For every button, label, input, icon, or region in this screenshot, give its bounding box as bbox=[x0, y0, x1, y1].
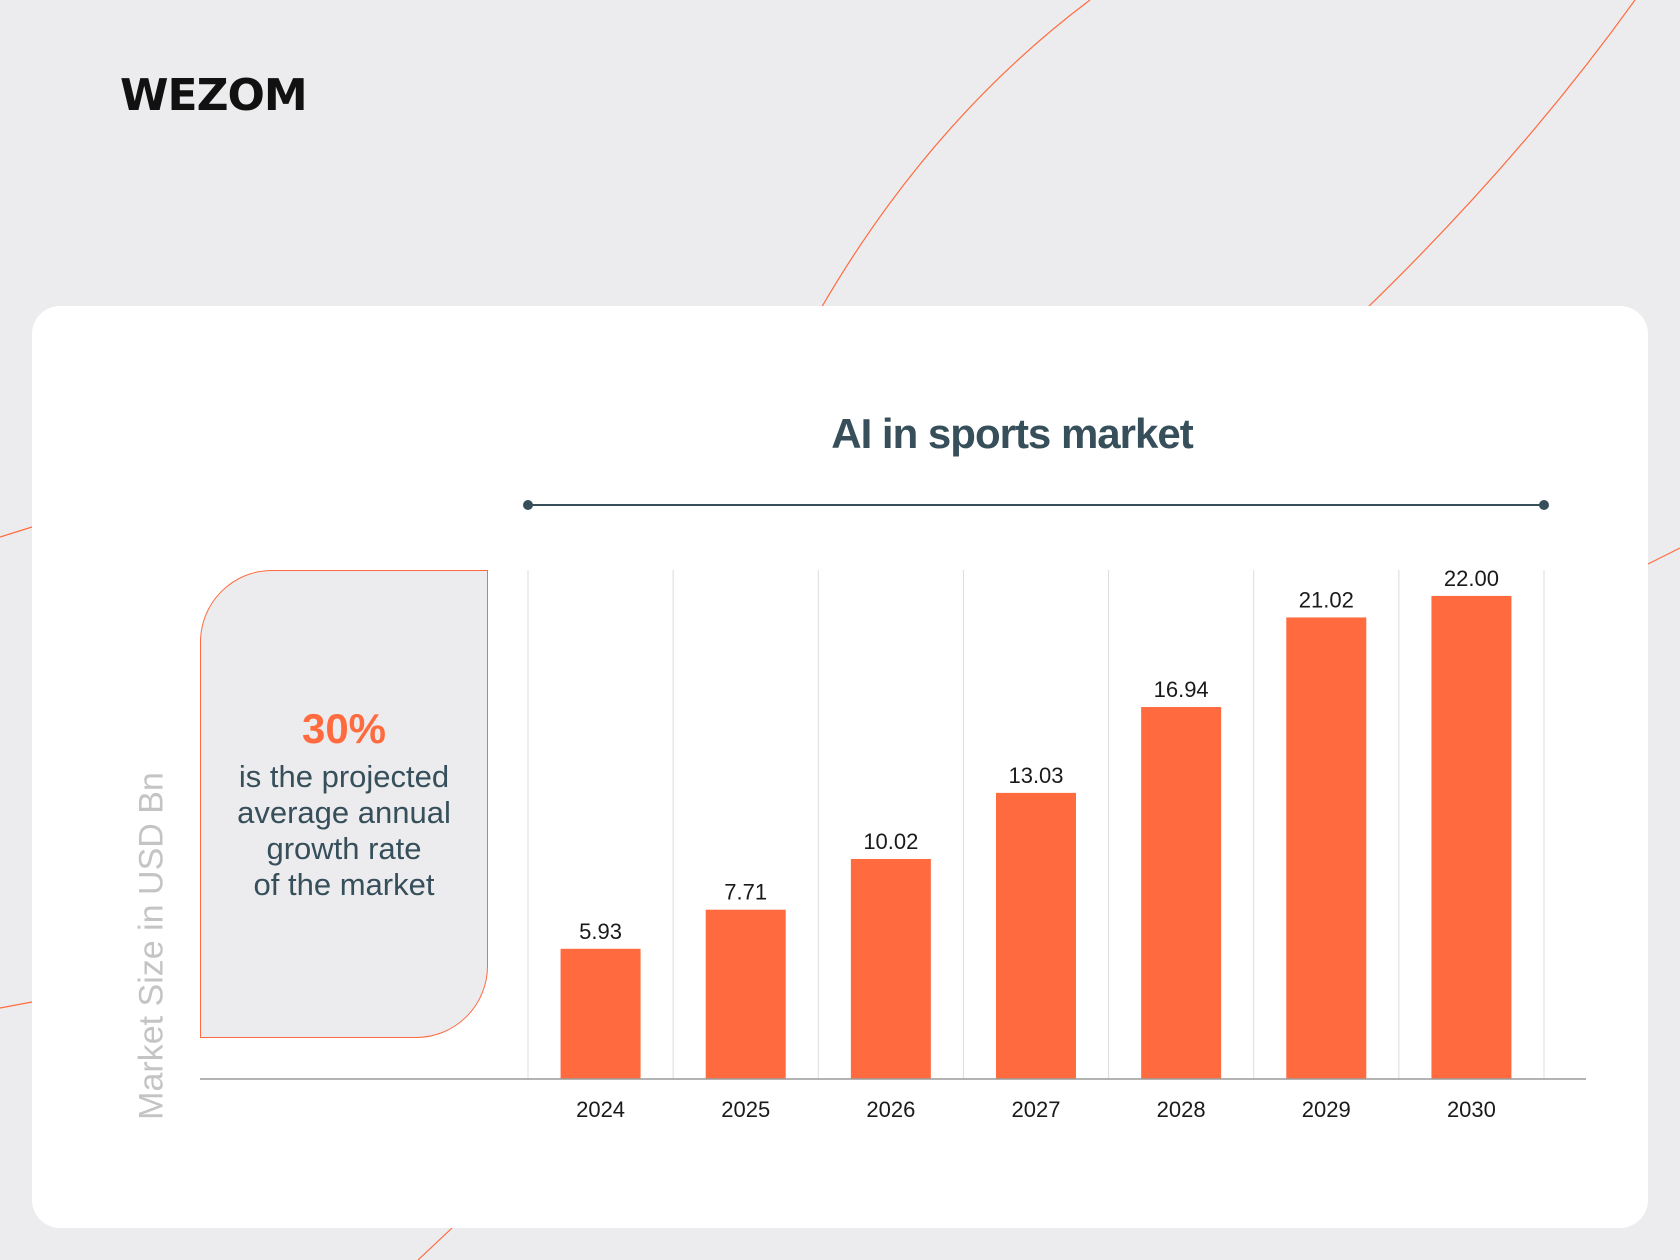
title-rule bbox=[523, 500, 1549, 510]
bar-value-label-2027: 13.03 bbox=[1008, 763, 1063, 788]
bar-value-label-2030: 22.00 bbox=[1444, 566, 1499, 591]
chart-card: AI in sports market 5.93 7.71 10.02 13.03 16… bbox=[32, 306, 1648, 1228]
bar-value-label-2024: 5.93 bbox=[579, 919, 622, 944]
x-tick-2026: 2026 bbox=[866, 1097, 915, 1122]
bar-2025 bbox=[705, 909, 786, 1079]
bar-value-label-2026: 10.02 bbox=[863, 829, 918, 854]
wezom-logo: WEZOM bbox=[120, 70, 308, 121]
x-tick-2029: 2029 bbox=[1302, 1097, 1351, 1122]
x-tick-labels: 2024 2025 2026 2027 2028 2029 2030 bbox=[576, 1097, 1496, 1122]
bar-value-label-2029: 21.02 bbox=[1299, 587, 1354, 612]
bar-2026 bbox=[850, 858, 931, 1079]
bar-value-label-2028: 16.94 bbox=[1154, 677, 1209, 702]
bar-2030 bbox=[1431, 595, 1512, 1079]
callout-line-2: average annual bbox=[237, 795, 451, 830]
bar-2027 bbox=[996, 792, 1076, 1079]
x-tick-2030: 2030 bbox=[1447, 1097, 1496, 1122]
bar-value-label-2025: 7.71 bbox=[724, 880, 767, 905]
growth-rate-value: 30% bbox=[301, 705, 387, 752]
x-tick-2027: 2027 bbox=[1012, 1097, 1061, 1122]
bar-2024 bbox=[560, 948, 641, 1079]
bar-value-labels: 5.93 7.71 10.02 13.03 16.94 21.02 22.00 bbox=[579, 566, 1499, 944]
x-tick-2024: 2024 bbox=[576, 1097, 625, 1122]
x-tick-2025: 2025 bbox=[721, 1097, 770, 1122]
callout-line-4: of the market bbox=[253, 867, 435, 902]
bars bbox=[560, 595, 1512, 1079]
bar-2029 bbox=[1286, 617, 1367, 1079]
callout-line-3: growth rate bbox=[266, 831, 422, 866]
callout-line-1: is the projected bbox=[238, 759, 450, 794]
chart-title: AI in sports market bbox=[831, 410, 1193, 457]
bar-2028 bbox=[1141, 707, 1222, 1079]
growth-callout: 30% is the projected average annual grow… bbox=[200, 570, 488, 1038]
vertical-gridlines bbox=[527, 570, 1545, 1079]
y-axis-label: Market Size in USD Bn bbox=[132, 772, 171, 1120]
x-tick-2028: 2028 bbox=[1157, 1097, 1206, 1122]
